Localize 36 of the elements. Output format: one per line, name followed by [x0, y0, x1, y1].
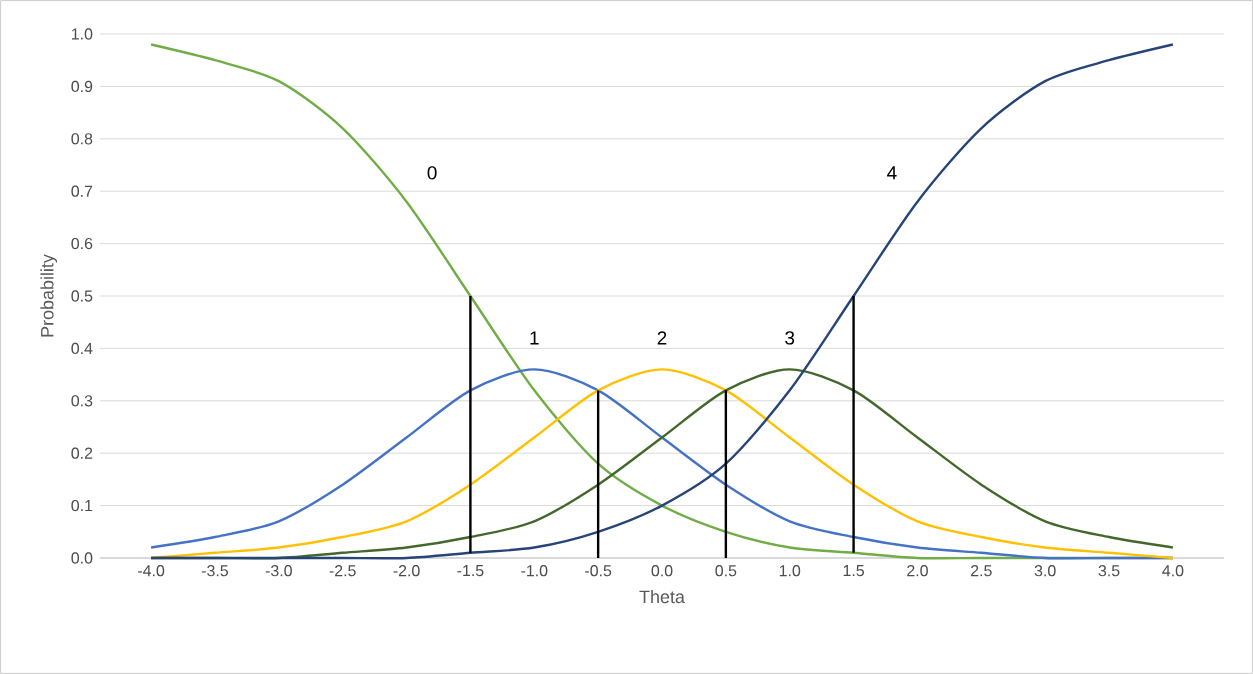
x-tick-label: -3.5	[201, 565, 229, 577]
x-tick-label: 3.5	[1098, 565, 1120, 577]
line-series	[149, 368, 1175, 560]
y-axis-title: Probability	[40, 254, 58, 337]
y-tick-label: 0.8	[71, 133, 93, 145]
x-tick-label: 1.0	[779, 565, 801, 577]
y-tick-label: 0.1	[71, 499, 93, 512]
x-tick-label: -4.0	[138, 565, 165, 577]
series-label: 1	[530, 331, 539, 345]
y-tick-label: 0.4	[71, 342, 93, 355]
x-tick-label: -0.5	[585, 565, 612, 577]
x-tick-label: -2.0	[393, 565, 420, 577]
x-tick-label: 2.0	[907, 565, 928, 577]
x-tick-label: -3.0	[265, 565, 292, 577]
series-label: 0	[427, 166, 437, 180]
x-axis-title: Theta	[639, 590, 685, 604]
y-tick-label: 1.0	[72, 28, 93, 40]
x-tick-label: -1.5	[457, 565, 484, 577]
y-tick-label: 0.7	[71, 185, 93, 197]
x-tick-label: 3.0	[1034, 565, 1056, 577]
series-label: 2	[657, 331, 667, 345]
series-label: 3	[785, 331, 795, 345]
y-tick-label: 0.6	[71, 237, 93, 250]
y-tick-label: 0.5	[71, 290, 93, 302]
y-tick-label: 0.3	[71, 395, 93, 407]
x-tick-label: -2.5	[329, 565, 356, 577]
x-tick-label: 0.0	[651, 565, 673, 577]
x-tick-label: 1.5	[843, 565, 864, 577]
x-tick-label: 0.5	[715, 565, 737, 577]
x-tick-label: 4.0	[1162, 565, 1184, 577]
x-tick-label: -1.0	[521, 565, 548, 577]
y-tick-label: 0.0	[71, 552, 93, 564]
y-tick-label: 0.2	[71, 447, 93, 459]
x-tick-label: 2.5	[971, 565, 992, 577]
y-tick-label: 0.9	[71, 80, 93, 93]
series-label: 4	[887, 166, 897, 180]
